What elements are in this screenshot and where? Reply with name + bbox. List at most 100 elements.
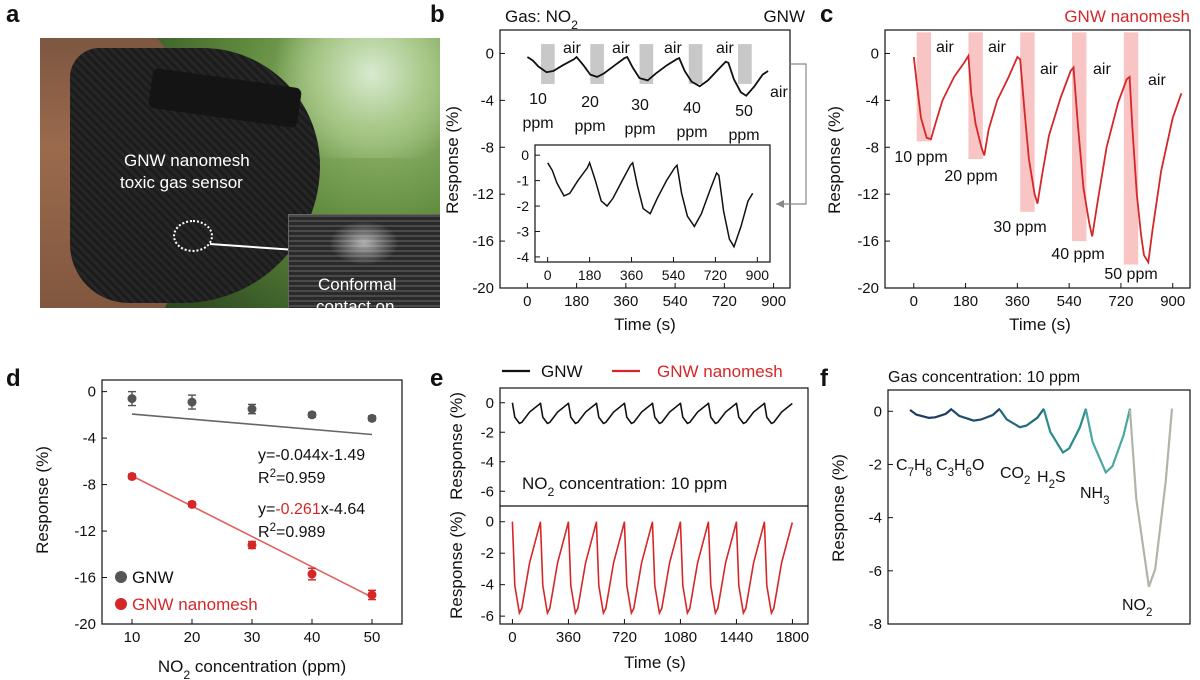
d-mesh-r2: R2=0.989 <box>258 522 325 541</box>
d-ytick-label: -8 <box>83 477 96 494</box>
c-conc-label: 10 ppm <box>894 149 947 166</box>
c-ytick-label: -8 <box>866 139 879 156</box>
e-ytick-bottom-label: -2 <box>481 545 494 562</box>
f-series-C3H6O <box>951 407 1001 422</box>
b-xtick-label: 360 <box>613 293 638 310</box>
e-ytick-top-label: -2 <box>481 424 494 441</box>
e-xtick-label: 360 <box>556 629 581 646</box>
b-conc-unit: ppm <box>728 127 759 144</box>
d-ytick-label: -20 <box>74 616 96 633</box>
b-conc-value: 30 <box>631 97 649 114</box>
e-annotation: NO2 concentration: 10 ppm <box>522 474 727 499</box>
c-xtick-label: 360 <box>1005 293 1030 310</box>
f-series-CO2 <box>999 407 1045 429</box>
d-xlabel: NO2 concentration (ppm) <box>158 657 346 680</box>
d-xtick-label: 30 <box>244 629 261 646</box>
c-air-label: air <box>988 39 1006 56</box>
e-ytick-top-label: -4 <box>481 454 494 471</box>
b-inset-xtick-label: 360 <box>620 267 644 283</box>
d-xtick-label: 40 <box>304 629 321 646</box>
b-title-right: GNW <box>763 7 805 26</box>
panel-letter-e: e <box>430 365 443 392</box>
e-ytick-bottom-label: 0 <box>486 514 494 531</box>
f-ytick-label: -6 <box>869 563 882 580</box>
e-legend-label-mesh: GNW nanomesh <box>657 362 783 381</box>
b-inset-series <box>547 160 754 249</box>
d-point <box>367 413 377 423</box>
photo-inset <box>288 214 440 308</box>
b-air-label: air <box>563 40 581 57</box>
f-gas-label-NO2: NO2 <box>1122 597 1152 619</box>
e-xtick-label: 1080 <box>664 629 697 646</box>
c-conc-label: 20 ppm <box>944 168 997 185</box>
d-legend-marker-mesh <box>115 598 127 610</box>
e-ytick-top-label: 0 <box>486 395 494 412</box>
b-inset-xtick-label: 720 <box>704 267 728 283</box>
c-xtick-label: 0 <box>910 293 918 310</box>
d-point <box>127 394 137 404</box>
e-ylabel-top: Response (%) <box>447 392 466 500</box>
b-inset-xtick-label: 900 <box>746 267 770 283</box>
b-conc-value: 20 <box>581 94 599 111</box>
f-series-H2S <box>1042 408 1088 455</box>
panel-letter-a: a <box>6 1 20 28</box>
d-point <box>307 410 317 420</box>
b-band <box>541 44 555 84</box>
c-conc-label: 40 ppm <box>1051 246 1104 263</box>
d-legend-marker-gnw <box>115 571 127 583</box>
photo-label-1: GNW nanomesh <box>124 151 250 170</box>
b-inset-arrowhead <box>776 200 784 208</box>
b-ytick-label: -16 <box>472 233 494 250</box>
b-conc-unit: ppm <box>676 124 707 141</box>
c-air-label: air <box>1148 72 1166 89</box>
c-ytick-label: -12 <box>857 186 879 203</box>
b-xtick-label: 540 <box>663 293 688 310</box>
e-series-mesh <box>511 521 794 616</box>
b-conc-unit: ppm <box>624 121 655 138</box>
b-inset-xtick-label: 0 <box>544 267 552 283</box>
b-xlabel: Time (s) <box>614 315 676 334</box>
b-inset-ytick-label: 0 <box>521 147 529 163</box>
d-ytick-label: -4 <box>83 430 96 447</box>
d-xtick-label: 20 <box>184 629 201 646</box>
d-gnw-equation: y=-0.044x-1.49 <box>258 447 365 464</box>
d-xtick-label: 10 <box>124 629 141 646</box>
d-point <box>187 499 197 509</box>
photo-label-2: toxic gas sensor <box>120 173 243 192</box>
d-xtick-label: 50 <box>364 629 381 646</box>
c-ytick-label: -20 <box>857 280 879 297</box>
c-conc-label: 50 ppm <box>1104 266 1157 283</box>
f-ytick-label: 0 <box>874 403 882 420</box>
f-gas-label-CO2: CO2 <box>1000 465 1030 487</box>
c-xlabel: Time (s) <box>1009 315 1071 334</box>
b-xtick-label: 720 <box>712 293 737 310</box>
b-inset-connector <box>776 63 807 205</box>
c-air-label: air <box>1093 61 1111 78</box>
f-gas-label-NH3: NH3 <box>1080 485 1110 507</box>
e-xtick-label: 720 <box>612 629 637 646</box>
e-xtick-label: 1440 <box>720 629 753 646</box>
c-ylabel: Response (%) <box>825 106 844 214</box>
c-frame <box>884 29 1191 289</box>
b-series <box>526 55 769 97</box>
b-band <box>590 44 604 84</box>
c-ytick-label: -4 <box>866 92 879 109</box>
b-ylabel: Response (%) <box>443 106 462 214</box>
b-inset-xtick-label: 180 <box>578 267 602 283</box>
f-gas-label-C3H6O: C3H6O <box>936 457 984 479</box>
d-mesh-equation: y=-0.261x-4.64 <box>258 501 365 518</box>
f-ytick-label: -2 <box>869 456 882 473</box>
b-ytick-label: -20 <box>472 280 494 297</box>
e-xtick-label: 1800 <box>776 629 809 646</box>
e-ytick-top-label: -6 <box>481 483 494 500</box>
sensor-spot <box>173 220 213 252</box>
e-legend-label-gnw: GNW <box>541 362 583 381</box>
f-series-NH3 <box>1084 408 1132 475</box>
e-xtick-label: 0 <box>508 629 516 646</box>
b-band <box>639 44 654 84</box>
e-ylabel-bottom: Response (%) <box>447 511 466 619</box>
b-conc-value: 50 <box>735 103 753 120</box>
b-inset-xtick-label: 540 <box>662 267 686 283</box>
c-xtick-label: 540 <box>1057 293 1082 310</box>
d-legend-label-mesh: GNW nanomesh <box>132 595 258 614</box>
